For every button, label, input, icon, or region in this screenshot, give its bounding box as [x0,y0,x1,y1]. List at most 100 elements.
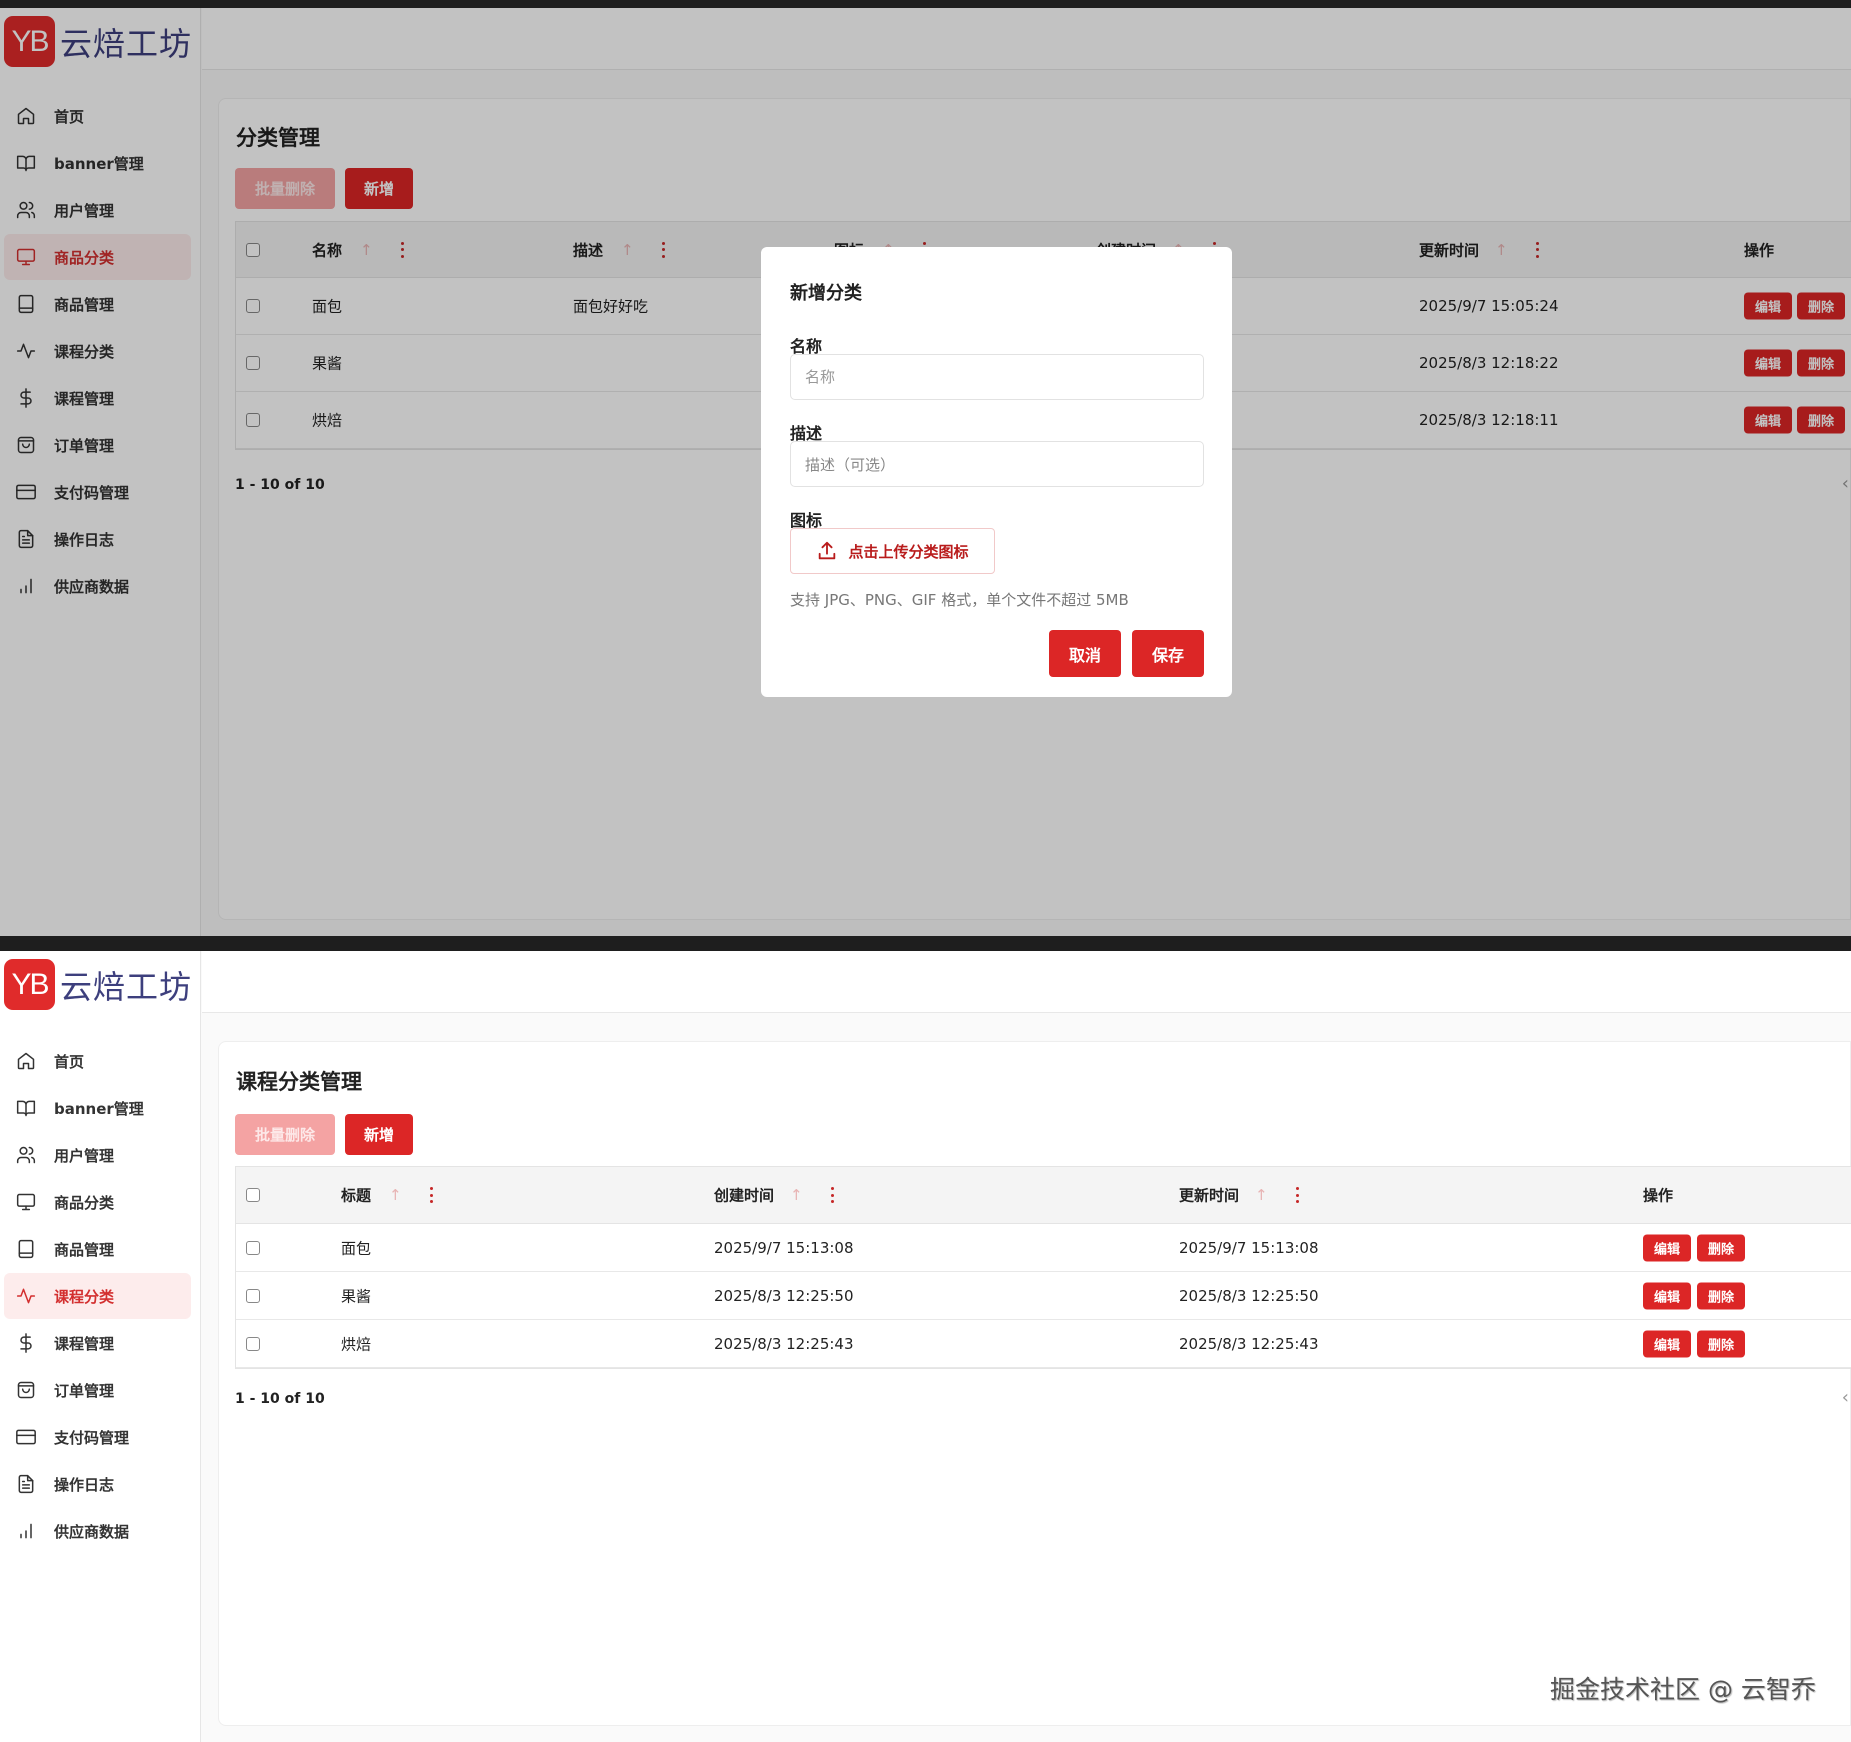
add-button[interactable]: 新增 [345,1114,413,1155]
column-header[interactable]: 名称 [312,241,343,259]
delete-button[interactable]: 删除 [1797,292,1845,320]
column-menu-icon[interactable] [1295,1187,1299,1203]
row-checkbox[interactable] [246,413,260,427]
row-checkbox[interactable] [246,1240,260,1255]
upload-hint: 支持 JPG、PNG、GIF 格式，单个文件不超过 5MB [790,591,1129,609]
book-icon [16,155,36,172]
course-category-management-screen: YB 云焙工坊首页 banner管理 用户管理 商品分类 商品管理 课程分类课程管理订单管理… [0,951,1851,1742]
sidebar-item-9[interactable]: 操作日志 [4,1461,191,1507]
edit-button[interactable]: 编辑 [1744,292,1792,320]
column-menu-icon[interactable] [661,241,665,258]
table-cell: 面包 [341,1239,372,1257]
table-row: 面包 2025/9/7 15:13:08 2025/9/7 15:13:08 编辑 删除 [236,1224,1851,1272]
delete-button[interactable]: 删除 [1697,1282,1745,1309]
sort-arrow-icon[interactable]: ↑ [790,1186,803,1204]
logo[interactable]: YB 云焙工坊 [4,16,192,67]
sidebar-item-4[interactable]: 商品管理 [4,281,191,327]
activity-icon [16,343,36,359]
delete-button[interactable]: 删除 [1797,349,1845,377]
edit-button[interactable]: 编辑 [1744,406,1792,434]
sidebar-item-label: 课程管理 [54,1334,115,1353]
table-cell: 2025/8/3 12:18:22 [1419,354,1559,372]
upload-icon-button[interactable]: 点击上传分类图标 [790,528,995,574]
sort-arrow-icon[interactable]: ↑ [621,240,634,259]
chevron-left-icon[interactable]: ‹ [1841,473,1849,494]
delete-button[interactable]: 删除 [1697,1234,1745,1261]
sidebar-item-label: 订单管理 [54,436,115,455]
table-row: 烘焙 2025/8/3 12:25:43 2025/8/3 12:25:43 编辑 删除 [236,1320,1851,1368]
column-header[interactable]: 描述 [573,241,604,259]
name-input[interactable] [790,354,1204,400]
delete-button[interactable]: 删除 [1797,406,1845,434]
sidebar-item-5[interactable]: 课程分类 [4,1273,191,1319]
column-header[interactable]: 操作 [1744,241,1775,259]
sidebar-item-10[interactable]: 供应商数据 [4,1508,191,1554]
sidebar-item-8[interactable]: 支付码管理 [4,469,191,515]
edit-button[interactable]: 编辑 [1643,1330,1691,1357]
column-menu-icon[interactable] [830,1187,834,1203]
row-checkbox[interactable] [246,1288,260,1303]
sidebar-item-3[interactable]: 商品分类 [4,1179,191,1225]
column-header[interactable]: 操作 [1643,1186,1674,1205]
add-button[interactable]: 新增 [345,168,413,209]
dialog-title: 新增分类 [790,283,862,304]
delete-button[interactable]: 删除 [1697,1330,1745,1357]
sidebar-item-5[interactable]: 课程分类 [4,328,191,374]
sort-arrow-icon[interactable]: ↑ [389,1186,402,1204]
sidebar-item-9[interactable]: 操作日志 [4,516,191,562]
sidebar-item-8[interactable]: 支付码管理 [4,1414,191,1460]
sidebar-item-0[interactable]: 首页 [4,1038,191,1084]
tablet-icon [18,1239,34,1259]
sidebar-item-label: 支付码管理 [54,483,130,502]
row-checkbox[interactable] [246,356,260,370]
sidebar-item-7[interactable]: 订单管理 [4,422,191,468]
logo[interactable]: YB 云焙工坊 [4,959,192,1010]
column-header[interactable]: 更新时间 [1179,1186,1240,1205]
chevron-left-icon[interactable]: ‹ [1841,1387,1849,1408]
column-menu-icon[interactable] [1535,241,1539,258]
column-header[interactable]: 更新时间 [1419,241,1480,259]
sort-arrow-icon[interactable]: ↑ [1255,1186,1268,1204]
sidebar-item-2[interactable]: 用户管理 [4,187,191,233]
sidebar-item-4[interactable]: 商品管理 [4,1226,191,1272]
sidebar-item-1[interactable]: banner管理 [4,140,191,186]
top-header [202,8,1851,70]
sidebar-item-2[interactable]: 用户管理 [4,1132,191,1178]
sidebar-item-6[interactable]: 课程管理 [4,1320,191,1366]
row-checkbox[interactable] [246,299,260,313]
users-icon [16,201,36,219]
sidebar-item-label: 首页 [54,1052,85,1071]
sidebar-item-10[interactable]: 供应商数据 [4,563,191,609]
content-card [218,1041,1851,1726]
sidebar-item-0[interactable]: 首页 [4,93,191,139]
bulk-delete-button[interactable]: 批量删除 [235,168,335,209]
column-header[interactable]: 创建时间 [714,1186,775,1205]
sidebar-item-6[interactable]: 课程管理 [4,375,191,421]
sidebar-item-label: 订单管理 [54,1381,115,1400]
select-all-checkbox[interactable] [246,242,260,257]
sidebar-item-label: 商品分类 [54,248,115,267]
sort-arrow-icon[interactable]: ↑ [360,240,373,259]
sidebar-item-3[interactable]: 商品分类 [4,234,191,280]
cancel-button[interactable]: 取消 [1049,630,1121,677]
select-all-checkbox[interactable] [246,1188,260,1202]
save-button[interactable]: 保存 [1132,630,1204,677]
home-icon [17,1052,35,1070]
bulk-delete-button[interactable]: 批量删除 [235,1114,335,1155]
column-header[interactable]: 标题 [341,1186,372,1205]
sidebar-item-1[interactable]: banner管理 [4,1085,191,1131]
column-menu-icon[interactable] [429,1187,433,1203]
row-checkbox[interactable] [246,1336,260,1351]
edit-button[interactable]: 编辑 [1643,1234,1691,1261]
edit-button[interactable]: 编辑 [1643,1282,1691,1309]
table-cell: 2025/8/3 12:18:11 [1419,411,1559,429]
monitor-icon [16,1193,36,1211]
edit-button[interactable]: 编辑 [1744,349,1792,377]
sidebar-item-label: 供应商数据 [54,1522,130,1541]
sidebar-item-7[interactable]: 订单管理 [4,1367,191,1413]
top-header [202,951,1851,1013]
sort-arrow-icon[interactable]: ↑ [1495,240,1508,259]
table-cell: 面包好好吃 [573,297,649,316]
column-menu-icon[interactable] [400,241,404,258]
description-input[interactable]: 描述（可选） [790,441,1204,487]
